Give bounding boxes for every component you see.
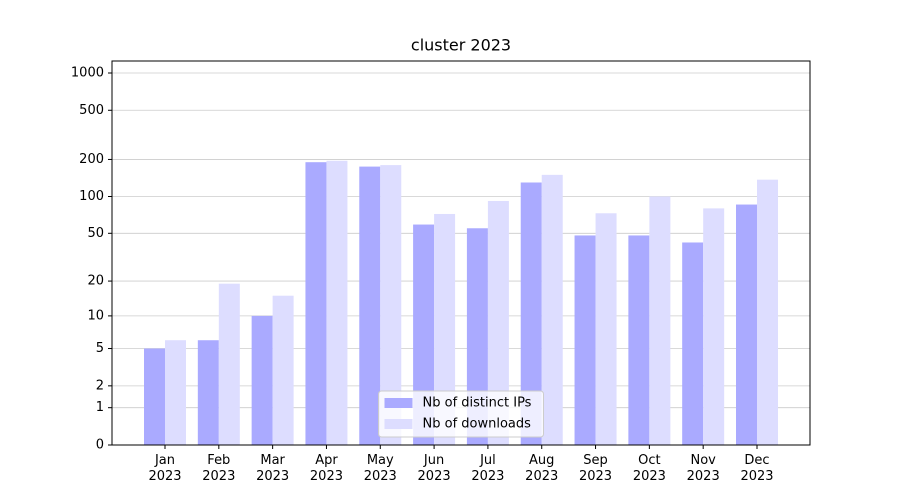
bar (736, 204, 757, 445)
y-tick-label: 10 (87, 308, 104, 323)
x-tick-label: Aug 2023 (525, 453, 559, 484)
bar (413, 224, 435, 445)
y-tick-label: 1000 (71, 66, 104, 81)
y-tick-label: 20 (87, 274, 104, 289)
x-tick-label: Jun 2023 (417, 453, 451, 484)
legend: Nb of distinct IPs Nb of downloads (378, 390, 544, 438)
legend-label: Nb of downloads (423, 417, 532, 432)
bar (251, 315, 273, 445)
plot-frame (111, 60, 811, 446)
bar (326, 160, 348, 446)
bar (541, 174, 563, 445)
bar (757, 179, 778, 445)
x-tick-label: Dec 2023 (740, 453, 774, 484)
x-tick-label: Mar 2023 (256, 453, 290, 484)
bar (197, 340, 219, 445)
y-tick-label: 2 (96, 378, 104, 393)
bar (272, 295, 294, 445)
x-tick-label: May 2023 (363, 453, 397, 484)
y-tick-label: 50 (87, 226, 104, 241)
bar (595, 213, 617, 445)
x-tick-label: Apr 2023 (309, 453, 343, 484)
bar (144, 348, 165, 445)
y-tick-label: 100 (79, 189, 104, 204)
bar (574, 235, 596, 445)
bar (434, 213, 456, 445)
x-tick-label: Nov 2023 (686, 453, 720, 484)
bar (682, 242, 704, 445)
y-tick-label: 200 (79, 152, 104, 167)
y-tick-label: 0 (96, 438, 104, 453)
x-tick-label: Oct 2023 (632, 453, 666, 484)
chart-title: cluster 2023 (411, 36, 511, 55)
bar (359, 166, 381, 446)
bar (520, 182, 542, 445)
y-tick-label: 500 (79, 103, 104, 118)
y-tick-label: 1 (96, 400, 104, 415)
bar (649, 196, 671, 445)
bar (703, 208, 725, 445)
bar (218, 283, 240, 445)
bar (165, 340, 186, 445)
bar (305, 162, 327, 445)
legend-swatch (384, 419, 413, 429)
bar (628, 235, 650, 445)
x-tick-label: Sep 2023 (578, 453, 613, 484)
bar (487, 200, 509, 445)
legend-frame (378, 390, 544, 438)
x-tick-label: Jul 2023 (471, 453, 505, 484)
bar (380, 165, 402, 445)
legend-swatch (384, 398, 413, 408)
y-tick-label: 5 (96, 341, 104, 356)
x-tick-label: Jan 2023 (148, 453, 182, 484)
x-tick-label: Feb 2023 (202, 453, 236, 484)
legend-label: Nb of distinct IPs (423, 396, 532, 411)
